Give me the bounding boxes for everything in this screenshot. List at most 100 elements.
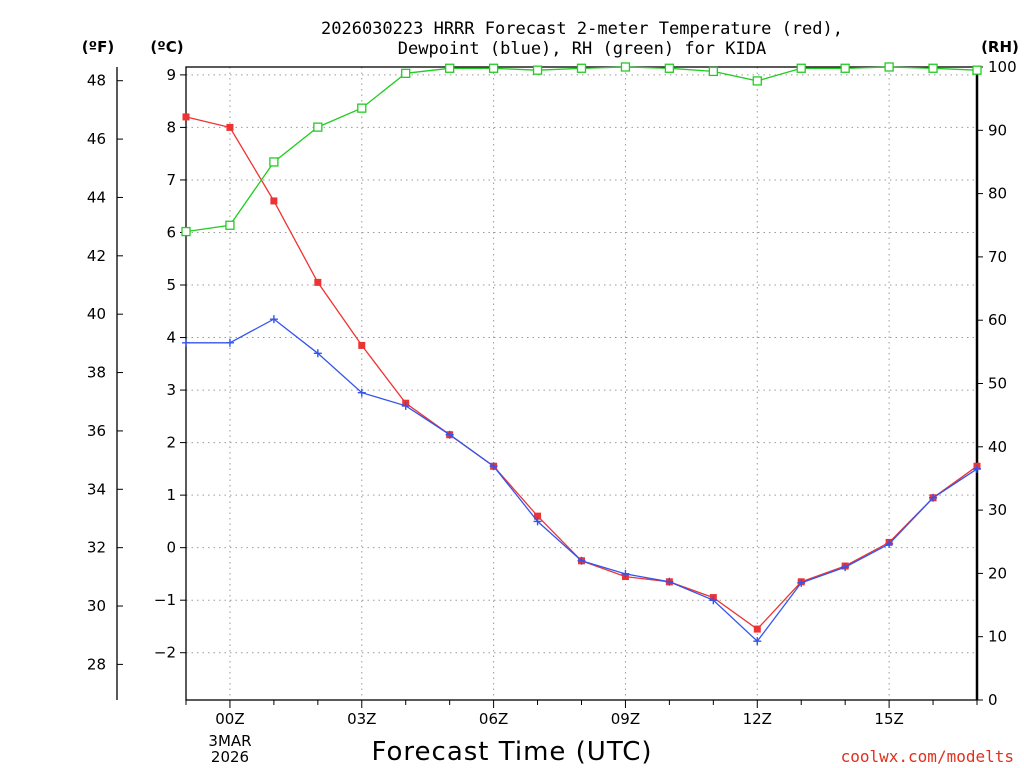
x-tick-label: 12Z [743,710,772,728]
rh-point [357,103,367,113]
celsius-tick-label: 8 [166,118,176,136]
rh-tick-label: 10 [988,628,1007,646]
dewpoint-point [313,349,322,358]
rh-axis-label: (RH) [981,38,1019,56]
rh-tick-label: 80 [988,185,1007,203]
rh-point [488,63,499,73]
celsius-tick-label: 5 [166,276,176,294]
dewpoint-point [445,430,454,439]
rh-tick-label: 20 [988,564,1007,582]
rh-tick-label: 0 [988,691,998,709]
dewpoint-point [885,539,894,548]
rh-point [796,63,806,73]
dewpoint-point [489,462,498,471]
rh-point [401,68,411,78]
dewpoint-point [973,464,981,473]
dewpoint-point [269,315,278,324]
series-dewpoint [182,315,981,646]
x-axis-title: Forecast Time (UTC) [371,737,652,767]
series-rh [181,62,982,237]
x-tick-labels: 00Z 03Z 06Z 09Z 12Z 15Z [215,710,904,728]
celsius-tick-label: 1 [166,486,176,504]
x-tick-label: 06Z [479,710,508,728]
rh-tick-label: 60 [988,311,1007,329]
rh-point [884,62,894,72]
temperature-point [270,197,278,205]
dewpoint-point [709,596,718,605]
celsius-tick-label: 4 [166,329,176,347]
temperature-point [534,512,542,520]
data-series [181,62,982,646]
x-tick-label: 00Z [215,710,244,728]
fahrenheit-tick-label: 30 [87,597,106,615]
rh-tick-label: 40 [988,438,1007,456]
x-tick-label: 03Z [347,710,376,728]
rh-tick-label: 50 [988,375,1007,393]
fahrenheit-tick-label: 28 [87,655,106,673]
dewpoint-point [621,569,630,578]
dewpoint-point [225,338,234,347]
dewpoint-point [841,563,850,572]
x-tick-label: 15Z [874,710,903,728]
rh-tick-label: 30 [988,501,1007,519]
fahrenheit-tick-label: 48 [87,72,106,90]
celsius-axis-label: (ºC) [150,38,183,56]
fahrenheit-tick-label: 42 [87,247,106,265]
rh-point [313,122,323,132]
rh-tick-label: 100 [988,58,1017,76]
series-temperature [182,113,981,633]
dewpoint-point [665,577,674,586]
fahrenheit-tick-label: 36 [87,422,106,440]
temperature-point [314,278,322,286]
x-date-month: 3MAR [208,732,251,750]
dewpoint-point [533,517,542,526]
chart-title-line-2: Dewpoint (blue), RH (green) for KIDA [398,39,766,59]
gridlines [186,67,977,700]
dewpoint-point [929,493,938,502]
fahrenheit-tick-label: 46 [87,130,106,148]
dewpoint-point [753,637,762,646]
celsius-tick-label: −1 [154,591,176,609]
rh-point [181,226,191,237]
x-tick-label: 09Z [611,710,640,728]
fahrenheit-axis-label: (ºF) [82,38,114,56]
rh-point [840,63,850,73]
celsius-tick-label: 0 [166,539,176,557]
rh-point [928,63,938,73]
rh-line [185,66,978,233]
celsius-tick-label: −2 [154,644,176,662]
credit-link[interactable]: coolwx.com/modelts [841,747,1014,766]
axes [116,66,983,708]
celsius-tick-label: 2 [166,434,176,452]
dewpoint-point [401,401,410,410]
rh-point [576,63,587,73]
celsius-tick-label: 7 [166,171,176,189]
x-date-year: 2026 [211,748,249,766]
rh-point [752,76,762,86]
temperature-line [185,116,978,630]
rh-point [708,66,718,77]
chart-title-line-1: 2026030223 HRRR Forecast 2-meter Tempera… [321,19,843,39]
dewpoint-point [182,338,190,347]
dewpoint-point [797,578,806,587]
celsius-tick-label: 6 [166,223,176,241]
dewpoint-point [577,556,586,565]
dewpoint-point [357,388,366,397]
rh-point [445,63,455,73]
rh-point [532,65,543,75]
temperature-point [753,625,761,633]
rh-point [620,62,631,72]
y-tick-labels: 9876543210−1−248464442403836343230281009… [87,58,1017,709]
fahrenheit-tick-label: 32 [87,539,106,557]
celsius-tick-label: 9 [166,66,176,84]
fahrenheit-tick-label: 34 [87,480,106,498]
temperature-point [358,341,366,349]
fahrenheit-tick-label: 44 [87,188,106,206]
temperature-point [226,123,234,131]
celsius-tick-label: 3 [166,381,176,399]
rh-point [269,157,279,167]
dewpoint-line [186,318,978,643]
fahrenheit-tick-label: 40 [87,305,106,323]
rh-point [972,65,982,75]
